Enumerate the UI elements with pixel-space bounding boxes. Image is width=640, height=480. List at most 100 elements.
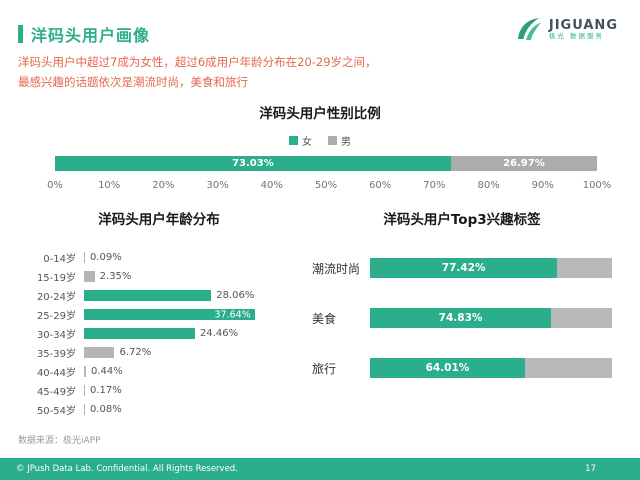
- age-category-label: 20-24岁: [36, 292, 76, 303]
- title-accent-bar: [18, 25, 23, 43]
- age-bar-track: 0.44%: [84, 366, 300, 377]
- age-chart: 洋码头用户年龄分布 0-14岁 0.09% 15-19岁 2.35% 20-24…: [18, 208, 300, 419]
- age-row: 30-34岁 24.46%: [18, 324, 300, 343]
- age-value-label: 0.09%: [90, 252, 122, 263]
- age-category-label: 0-14岁: [43, 254, 76, 265]
- copyright-text: © JPush Data Lab. Confidential. All Righ…: [16, 464, 238, 474]
- gender-chart-title: 洋码头用户性别比例: [259, 106, 381, 122]
- interest-rows: 潮流时尚 77.42% 美食 74.83% 旅行: [312, 258, 612, 378]
- footer-bar: © JPush Data Lab. Confidential. All Righ…: [0, 458, 640, 480]
- age-bar: [84, 252, 85, 263]
- age-bar-track: 2.35%: [84, 271, 300, 282]
- logo-brand: JIGUANG: [548, 17, 618, 33]
- female-percentage: 73.03%: [232, 158, 274, 169]
- female-bar-segment: 73.03%: [55, 156, 451, 171]
- interest-bar-track: 77.42%: [370, 258, 612, 278]
- gender-chart: 洋码头用户性别比例 女 男 73.03% 26.97% 0% 10% 20% 3…: [0, 102, 640, 194]
- female-legend-swatch: [289, 136, 298, 145]
- logo-text: JIGUANG 极光 数据服务: [549, 18, 618, 41]
- axis-tick: 40%: [260, 180, 283, 191]
- interest-bar: 64.01%: [370, 358, 525, 378]
- page-title: 洋码头用户画像: [31, 26, 151, 45]
- gender-legend: 女 男: [0, 133, 640, 148]
- axis-tick: 60%: [369, 180, 392, 191]
- gender-x-axis: 0% 10% 20% 30% 40% 50% 60% 70% 80% 90% 1…: [47, 180, 611, 194]
- age-value-label: 24.46%: [199, 328, 239, 339]
- age-row: 25-29岁 37.64%: [18, 305, 300, 324]
- interest-category-label: 旅行: [312, 361, 337, 376]
- male-bar-segment: 26.97%: [450, 156, 597, 171]
- age-bar: [84, 385, 85, 396]
- interest-row: 旅行 64.01%: [312, 358, 612, 378]
- age-value-label: 6.72%: [119, 347, 152, 358]
- interest-bar: 77.42%: [370, 258, 558, 278]
- age-value-label: 0.08%: [90, 404, 122, 415]
- age-category-label: 40-44岁: [36, 368, 76, 379]
- age-value-label: 2.35%: [99, 271, 132, 282]
- axis-tick: 80%: [477, 180, 500, 191]
- summary-text: 洋码头用户中超过7成为女性，超过6成用户年龄分布在20-29岁之间， 最感兴趣的…: [18, 52, 488, 92]
- age-bar: 37.64%: [84, 309, 255, 320]
- age-bar-track: 6.72%: [84, 347, 300, 358]
- interest-category-label: 潮流时尚: [312, 261, 361, 276]
- age-value-label: 0.44%: [90, 366, 123, 377]
- interest-chart-title: 洋码头用户Top3兴趣标签: [383, 212, 541, 228]
- age-value-label: 37.64%: [214, 309, 251, 320]
- age-value-label: 0.17%: [90, 385, 122, 396]
- age-bar-track: 28.06%: [84, 290, 300, 301]
- age-bar: [84, 347, 115, 358]
- interest-bar: 74.83%: [370, 308, 552, 328]
- age-bar: [84, 404, 85, 415]
- axis-tick: 50%: [314, 180, 338, 191]
- age-bar-track: 0.17%: [84, 385, 300, 396]
- interest-bar-track: 64.01%: [370, 358, 612, 378]
- age-bar: [84, 271, 95, 282]
- age-row: 0-14岁 0.09%: [18, 248, 300, 267]
- male-legend-label: 男: [341, 137, 351, 148]
- axis-tick: 0%: [47, 180, 63, 191]
- age-row: 20-24岁 28.06%: [18, 286, 300, 305]
- logo-tagline: 极光 数据服务: [548, 32, 604, 41]
- axis-tick: 20%: [152, 180, 175, 191]
- interest-bar-track: 74.83%: [370, 308, 612, 328]
- interest-row: 美食 74.83%: [312, 308, 612, 328]
- age-bar: [84, 290, 212, 301]
- age-category-label: 15-19岁: [36, 273, 76, 284]
- age-bar: [84, 366, 86, 377]
- legend-item-male: 男: [328, 133, 351, 148]
- age-category-label: 30-34岁: [36, 330, 76, 341]
- age-bar: [84, 328, 195, 339]
- axis-tick: 100%: [582, 180, 612, 191]
- age-bar-track: 0.08%: [84, 404, 300, 415]
- age-chart-title: 洋码头用户年龄分布: [98, 212, 220, 228]
- axis-tick: 90%: [531, 180, 554, 191]
- age-category-label: 35-39岁: [36, 349, 76, 360]
- interest-value-label: 77.42%: [441, 262, 486, 274]
- gender-stacked-bar: 73.03% 26.97%: [55, 156, 597, 171]
- summary-line-1: 洋码头用户中超过7成为女性，超过6成用户年龄分布在20-29岁之间，: [18, 55, 377, 69]
- male-legend-swatch: [328, 136, 337, 145]
- age-category-label: 50-54岁: [36, 406, 76, 417]
- age-rows: 0-14岁 0.09% 15-19岁 2.35% 20-24岁 28.06%: [18, 248, 300, 419]
- axis-tick: 30%: [206, 180, 229, 191]
- age-row: 35-39岁 6.72%: [18, 343, 300, 362]
- age-row: 15-19岁 2.35%: [18, 267, 300, 286]
- age-bar-track: 24.46%: [84, 328, 300, 339]
- axis-tick: 70%: [423, 180, 446, 191]
- page-number: 17: [585, 464, 596, 474]
- interest-value-label: 64.01%: [425, 362, 470, 374]
- summary-line-2: 最感兴趣的话题依次是潮流时尚，美食和旅行: [18, 75, 248, 90]
- axis-tick: 10%: [98, 180, 121, 191]
- age-row: 45-49岁 0.17%: [18, 381, 300, 400]
- age-category-label: 45-49岁: [36, 387, 76, 398]
- header: 洋码头用户画像: [18, 22, 150, 46]
- interest-category-label: 美食: [312, 311, 337, 326]
- male-percentage: 26.97%: [503, 158, 545, 169]
- age-row: 40-44岁 0.44%: [18, 362, 300, 381]
- legend-item-female: 女: [289, 133, 312, 148]
- jiguang-logo: JIGUANG 极光 数据服务: [515, 16, 618, 43]
- interest-chart: 洋码头用户Top3兴趣标签 潮流时尚 77.42% 美食 74.83%: [312, 208, 612, 378]
- age-value-label: 28.06%: [216, 290, 255, 301]
- leaf-icon: [517, 18, 541, 40]
